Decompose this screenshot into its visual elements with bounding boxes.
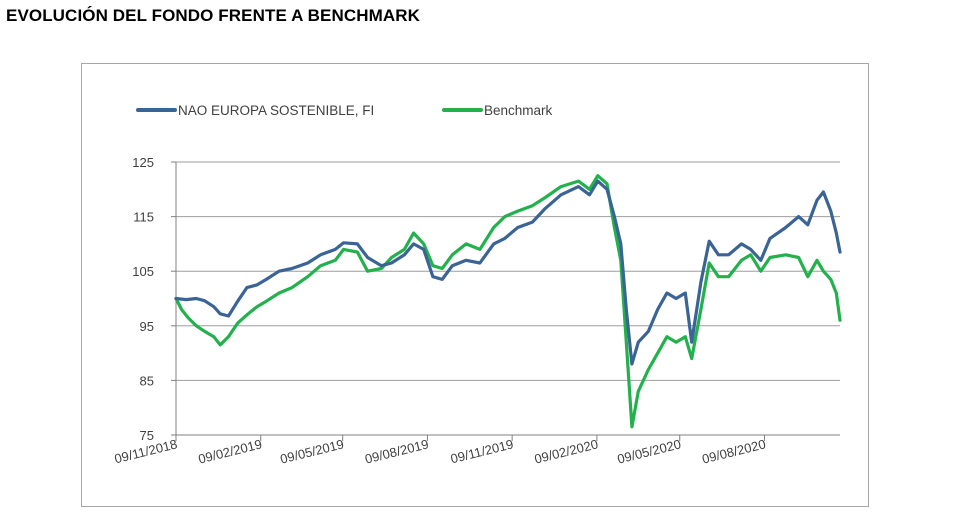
x-tick-label: 09/02/2020 [533, 436, 600, 466]
x-tick-label: 09/02/2019 [197, 436, 264, 466]
y-tick-label: 115 [133, 210, 154, 225]
fund-series-line [174, 179, 842, 366]
page-title: EVOLUCIÓN DEL FONDO FRENTE A BENCHMARK [6, 6, 421, 25]
y-tick-label: 75 [140, 428, 154, 443]
chart-frame [81, 63, 869, 507]
x-tick-label: 09/08/2019 [363, 436, 430, 466]
legend-item-fund-label: NAO EUROPA SOSTENIBLE, FI [178, 103, 374, 118]
y-tick-label: 85 [140, 373, 154, 388]
benchmark-series-line [174, 174, 842, 429]
y-tick-label: 105 [132, 264, 154, 279]
x-tick-label: 09/05/2020 [616, 436, 683, 466]
x-tick-label: 09/11/2019 [449, 436, 515, 466]
legend: NAO EUROPA SOSTENIBLE, FI Benchmark [136, 103, 553, 118]
legend-item-benchmark-label: Benchmark [484, 103, 553, 118]
y-tick-label: 95 [140, 319, 154, 334]
x-tick-label: 09/05/2019 [279, 436, 346, 466]
series-layer [174, 174, 842, 429]
y-tick-label: 125 [132, 155, 154, 170]
x-tick-label: 09/08/2020 [700, 436, 767, 466]
grid-layer [176, 161, 840, 381]
